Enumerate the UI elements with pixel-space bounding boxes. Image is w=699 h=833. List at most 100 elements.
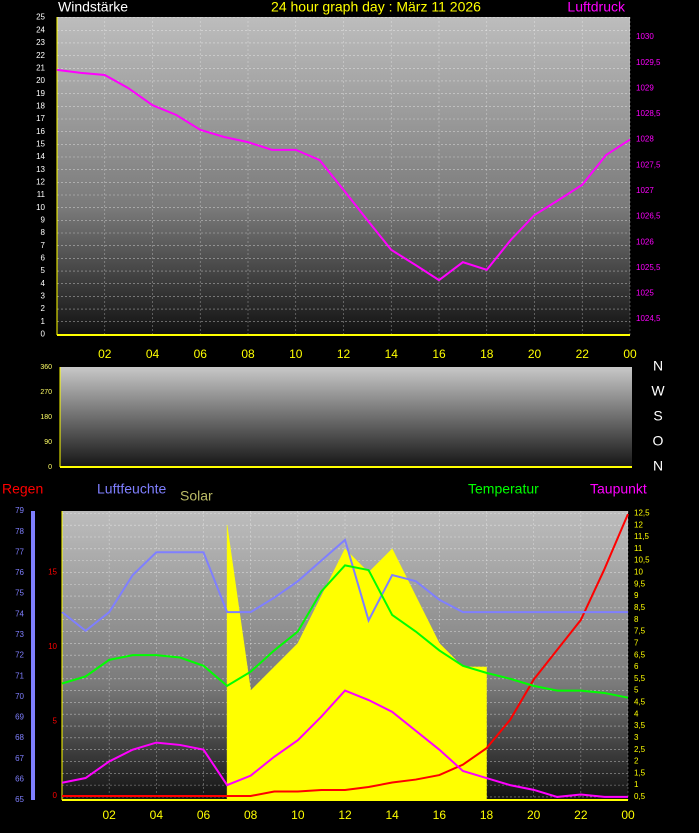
x-tick-label: 16 — [433, 808, 447, 822]
y2-tick-label: 12,5 — [634, 508, 650, 517]
y-tick-label: 17 — [36, 114, 45, 123]
y2-tick-label: 1029 — [636, 83, 654, 92]
x-tick-label: 02 — [102, 808, 116, 822]
y2-tick-label: 1025,5 — [636, 263, 661, 272]
y-tick-label: 14 — [36, 152, 45, 161]
y2-tick-label: 0,5 — [634, 792, 646, 801]
y-tick-label: 270 — [40, 389, 52, 396]
y-tick-label: 12 — [36, 177, 45, 186]
y-tick-label: 67 — [15, 754, 24, 763]
y-tick-label: 68 — [15, 733, 24, 742]
y2-tick-label: 10,5 — [634, 556, 650, 565]
y2-tick-label: 4,5 — [634, 698, 646, 707]
y-tick-label: 4 — [41, 279, 46, 288]
y2-tick-label: 5 — [634, 686, 639, 695]
y-tick-label: 65 — [15, 795, 24, 804]
y-tick-label: 76 — [15, 568, 24, 577]
y2-tick-label: 6,5 — [634, 650, 646, 659]
legend-dewpoint: Taupunkt — [590, 481, 647, 497]
y-tick-label: 0 — [48, 464, 52, 471]
y3-tick-label: 5 — [53, 716, 58, 725]
y2-tick-label: 1027,5 — [636, 160, 661, 169]
y-tick-label: 21 — [36, 63, 45, 72]
x-tick-label: 08 — [244, 808, 258, 822]
y-tick-label: 25 — [36, 13, 45, 22]
x-tick-label: 22 — [574, 808, 588, 822]
y2-tick-label: 8,5 — [634, 603, 646, 612]
line — [61, 564, 629, 699]
y2-tick-label: 9,5 — [634, 579, 646, 588]
y2-tick-label: 7 — [634, 638, 639, 647]
y-tick-label: 6 — [41, 253, 46, 262]
y-tick-label: 11 — [37, 190, 46, 199]
chart-title: 24 hour graph day : März 11 2026 — [271, 0, 481, 15]
y-tick-label: 1 — [41, 317, 46, 326]
y2-tick-label: 4 — [634, 709, 639, 718]
y-tick-label: 72 — [15, 651, 24, 660]
y-tick-label: 18 — [36, 101, 45, 110]
y-tick-label: 180 — [40, 414, 52, 421]
y-tick-label: 69 — [15, 713, 24, 722]
y-tick-label: 75 — [15, 589, 24, 598]
y2-tick-label: 2 — [634, 757, 639, 766]
y-tick-label: 8 — [41, 228, 46, 237]
x-tick-label: 10 — [291, 808, 305, 822]
x-tick-label: 22 — [576, 347, 590, 361]
y-tick-label: 20 — [36, 76, 45, 85]
y2-tick-label: 3,5 — [634, 721, 646, 730]
y2-tick-label: 1025 — [636, 289, 654, 298]
x-tick-label: 00 — [623, 347, 637, 361]
y2-tick-label: W — [651, 383, 665, 399]
x-tick-label: 08 — [241, 347, 255, 361]
y-tick-label: 5 — [41, 266, 46, 275]
y2-tick-label: 1,5 — [634, 768, 646, 777]
y-tick-label: 360 — [40, 364, 52, 371]
legend-rain: Regen — [2, 481, 43, 497]
x-tick-label: 06 — [197, 808, 211, 822]
y-tick-label: 10 — [36, 203, 45, 212]
y2-tick-label: 1 — [634, 780, 639, 789]
humidity-axis-bar — [31, 511, 35, 800]
y-tick-label: 19 — [36, 89, 45, 98]
y-tick-label: 22 — [36, 51, 45, 60]
y2-tick-label: 11 — [634, 544, 643, 553]
y2-tick-label: 2,5 — [634, 745, 646, 754]
y2-tick-label: 11,5 — [634, 532, 650, 541]
y-tick-label: 13 — [36, 165, 45, 174]
y3-tick-label: 0 — [53, 791, 58, 800]
x-tick-label: 12 — [337, 347, 351, 361]
x-tick-label: 14 — [385, 808, 399, 822]
y-tick-label: 66 — [15, 774, 24, 783]
y2-tick-label: 1026,5 — [636, 212, 661, 221]
y3-tick-label: 10 — [48, 642, 57, 651]
y2-tick-label: S — [653, 408, 662, 424]
plot-area — [60, 367, 632, 467]
y-tick-label: 78 — [15, 527, 24, 536]
y-tick-label: 7 — [41, 241, 46, 250]
y-tick-label: 79 — [15, 506, 24, 515]
y2-tick-label: 8 — [634, 615, 639, 624]
legend-solar: Solar — [180, 488, 213, 504]
y2-tick-label: 1024,5 — [636, 314, 661, 323]
y2-tick-label: N — [653, 458, 663, 474]
y2-tick-label: 12 — [634, 520, 643, 529]
y2-tick-label: 1030 — [636, 32, 654, 41]
y2-tick-label: 3 — [634, 733, 639, 742]
x-tick-label: 12 — [338, 808, 352, 822]
y2-tick-label: N — [653, 358, 663, 374]
x-tick-label: 20 — [528, 347, 542, 361]
y-tick-label: 2 — [41, 304, 46, 313]
y-tick-label: 71 — [15, 671, 24, 680]
y-tick-label: 0 — [41, 329, 46, 338]
area — [226, 525, 487, 801]
y-tick-label: 24 — [36, 25, 45, 34]
legend-temperature: Temperatur — [468, 481, 539, 497]
x-tick-label: 04 — [150, 808, 164, 822]
y-tick-label: 70 — [15, 692, 24, 701]
y2-axis-label: Luftdruck — [567, 0, 626, 15]
y2-tick-label: 1028,5 — [636, 109, 661, 118]
legend-humidity: Luftfeuchte — [97, 481, 166, 497]
y-tick-label: 77 — [15, 547, 24, 556]
line — [56, 68, 631, 282]
